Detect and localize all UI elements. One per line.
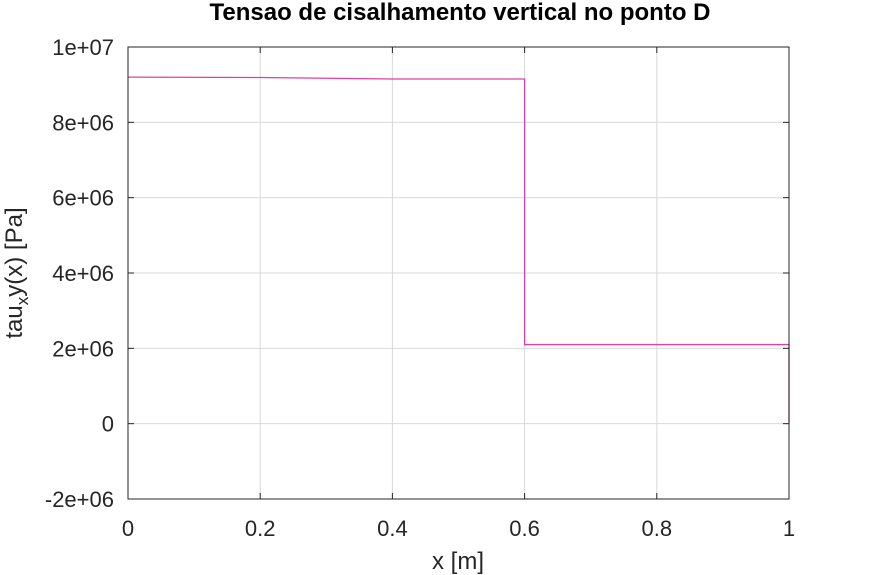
tick-labels: 0 0.2 0.4 0.6 0.8 1 -2e+06 0 2e+06 4e+06 6e+06 8e+0… — [45, 35, 795, 541]
y-tick-label-4: 6e+06 — [52, 186, 114, 211]
y-tick-label-5: 8e+06 — [52, 110, 114, 135]
x-axis-label: x [m] — [432, 548, 484, 575]
series-line-0 — [127, 76, 790, 424]
x-tick-label-5: 1 — [783, 516, 795, 541]
x-tick-label-3: 0.6 — [509, 516, 540, 541]
chart-title: Tensao de cisalhamento vertical no ponto… — [210, 0, 711, 26]
x-tick-label-1: 0.2 — [245, 516, 276, 541]
y-axis-label-prefix: tau — [1, 305, 28, 338]
grid — [127, 46, 790, 500]
y-tick-label-3: 4e+06 — [52, 261, 114, 286]
x-tick-label-4: 0.8 — [642, 516, 673, 541]
series-group — [127, 76, 790, 424]
y-axis-label-suffix: y(x) [Pa] — [1, 207, 28, 296]
y-tick-label-6: 1e+07 — [52, 35, 114, 60]
y-tick-label-2: 2e+06 — [52, 336, 114, 361]
y-axis-label: tauxy(x) [Pa] — [1, 207, 32, 338]
y-tick-label-0: -2e+06 — [45, 487, 114, 512]
ticks — [127, 46, 790, 500]
x-tick-label-2: 0.4 — [377, 516, 408, 541]
y-tick-label-1: 0 — [102, 412, 114, 437]
x-tick-label-0: 0 — [122, 516, 134, 541]
y-axis-label-subscript: x — [13, 296, 32, 305]
